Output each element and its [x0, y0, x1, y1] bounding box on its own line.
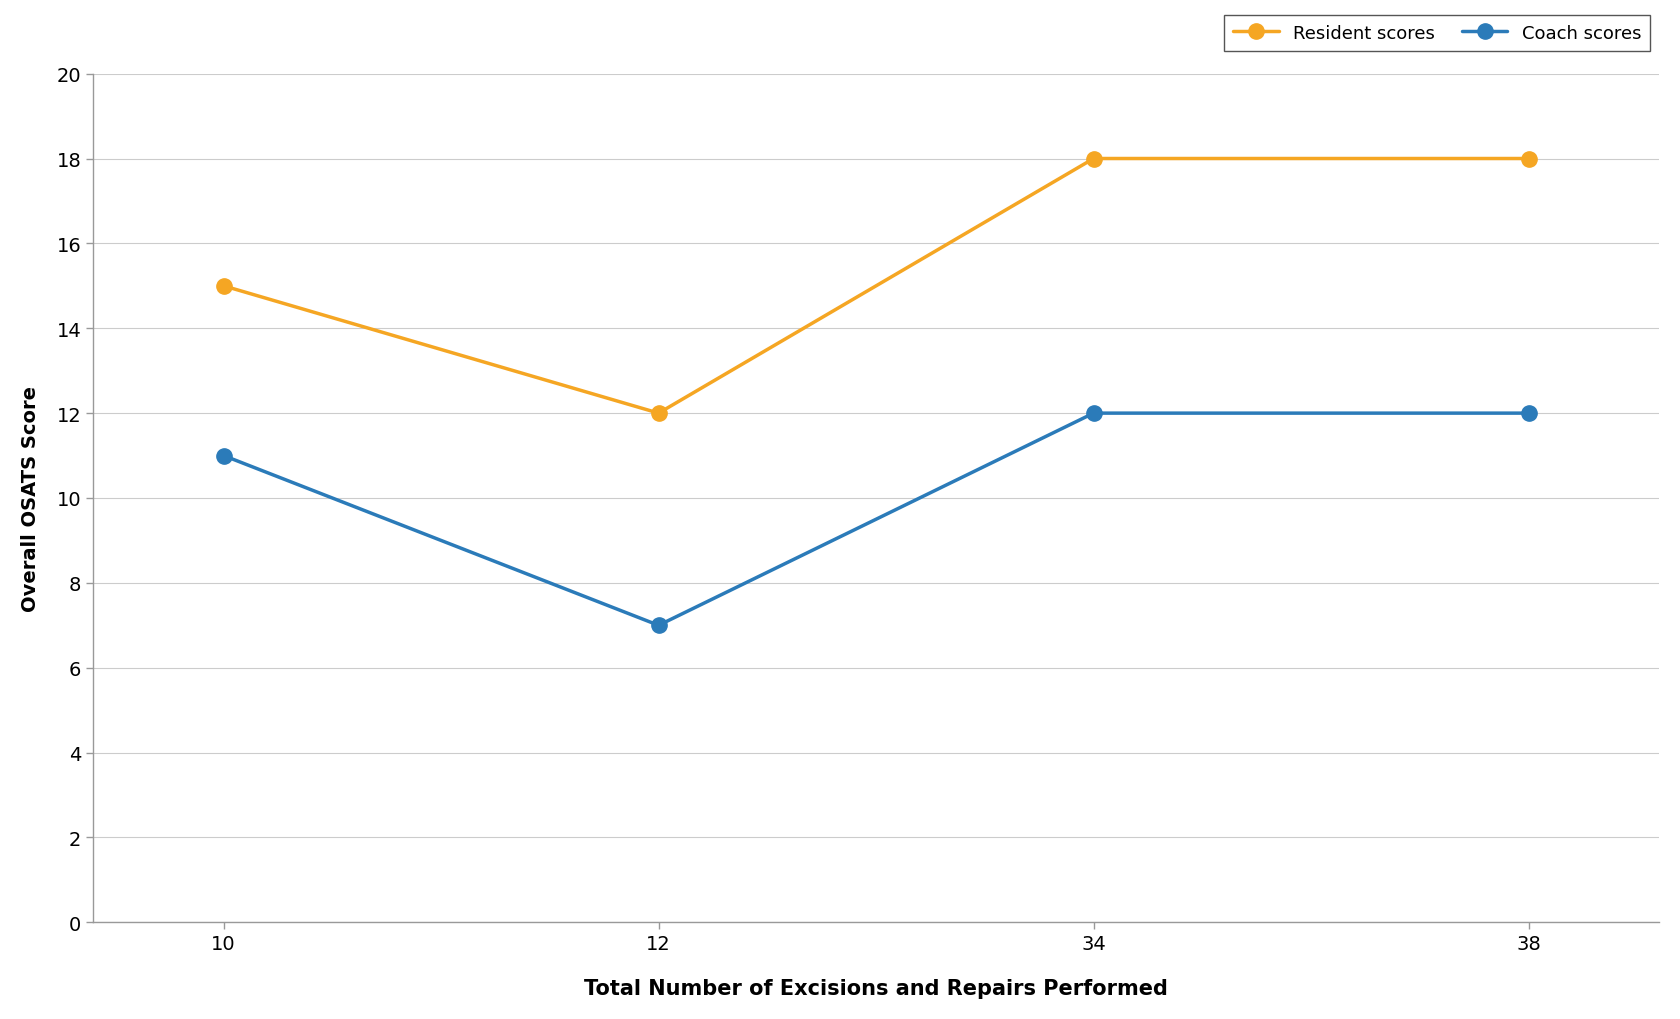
Resident scores [648, 408, 669, 420]
Y-axis label: Overall OSATS Score: Overall OSATS Score [20, 385, 40, 611]
Coach scores [213, 450, 234, 463]
Legend: Resident scores, Coach scores: Resident scores, Coach scores [1225, 15, 1650, 52]
Line: Coach scores: Coach scores [217, 407, 1536, 634]
Resident scores [1084, 153, 1104, 165]
Resident scores [213, 280, 234, 292]
Coach scores [648, 620, 669, 632]
Line: Resident scores: Resident scores [217, 152, 1536, 421]
X-axis label: Total Number of Excisions and Repairs Performed: Total Number of Excisions and Repairs Pe… [585, 978, 1168, 999]
Coach scores [1519, 408, 1539, 420]
Resident scores [1519, 153, 1539, 165]
Coach scores [1084, 408, 1104, 420]
